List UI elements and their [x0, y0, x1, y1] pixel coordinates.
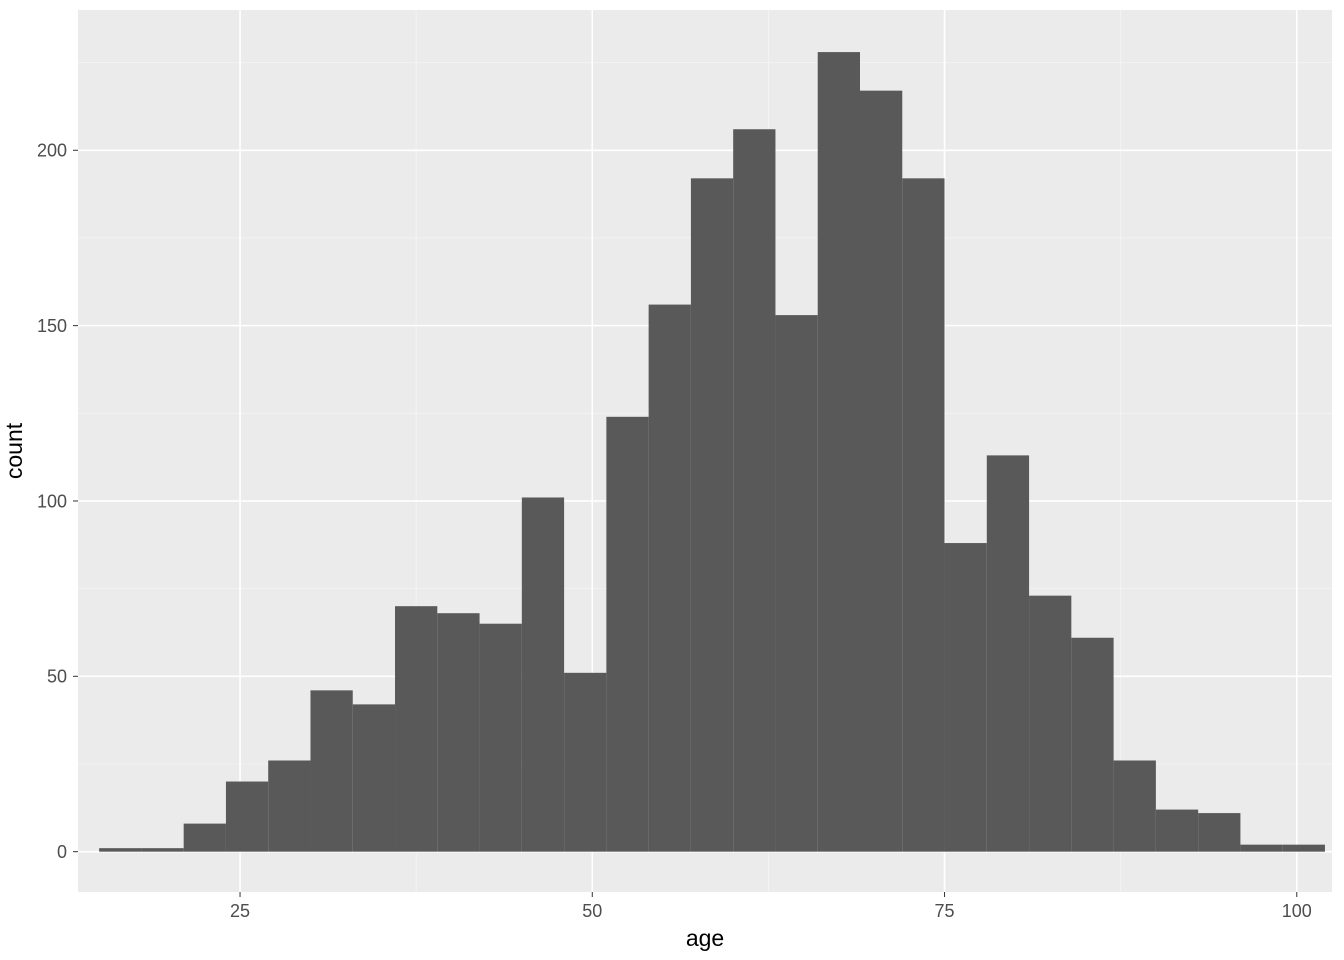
histogram-bar: [1156, 810, 1198, 852]
histogram-bar: [860, 91, 902, 852]
histogram-bar: [1071, 638, 1113, 852]
histogram-bar: [184, 824, 226, 852]
histogram-bar: [606, 417, 648, 852]
histogram-bar: [1198, 813, 1240, 852]
x-tick-label: 50: [582, 901, 602, 921]
histogram-bar: [353, 704, 395, 851]
y-tick-label: 50: [47, 667, 67, 687]
histogram-bar: [691, 178, 733, 851]
histogram-bar: [775, 315, 817, 852]
x-axis: 25 50 75 100: [230, 892, 1312, 921]
histogram-bar: [902, 178, 944, 851]
histogram-bar: [945, 543, 987, 852]
histogram-bar: [480, 624, 522, 852]
histogram-bar: [395, 606, 437, 851]
histogram-bar: [437, 613, 479, 851]
chart-svg: 25 50 75 100 0 50 100 150 200 age count: [0, 0, 1344, 960]
x-tick-label: 25: [230, 901, 250, 921]
y-axis: 0 50 100 150 200: [37, 141, 78, 862]
histogram-bar: [268, 760, 310, 851]
histogram-bar: [522, 497, 564, 851]
histogram-bar: [564, 673, 606, 852]
y-axis-title: count: [1, 422, 27, 479]
histogram-bar: [141, 848, 183, 852]
y-tick-label: 200: [37, 141, 67, 161]
histogram-bar: [99, 848, 141, 852]
x-tick-label: 100: [1282, 901, 1312, 921]
histogram-chart: 25 50 75 100 0 50 100 150 200 age count: [0, 0, 1344, 960]
histogram-bar: [818, 52, 860, 852]
histogram-bar: [1283, 845, 1325, 852]
histogram-bar: [987, 455, 1029, 851]
histogram-bar: [649, 305, 691, 852]
x-tick-label: 75: [935, 901, 955, 921]
x-axis-title: age: [686, 925, 724, 951]
histogram-bar: [310, 690, 352, 851]
histogram-bar: [733, 129, 775, 851]
histogram-bar: [1029, 596, 1071, 852]
histogram-bar: [226, 782, 268, 852]
y-tick-label: 0: [57, 842, 67, 862]
y-tick-label: 100: [37, 491, 67, 511]
histogram-bar: [1240, 845, 1282, 852]
y-tick-label: 150: [37, 316, 67, 336]
histogram-bar: [1114, 760, 1156, 851]
